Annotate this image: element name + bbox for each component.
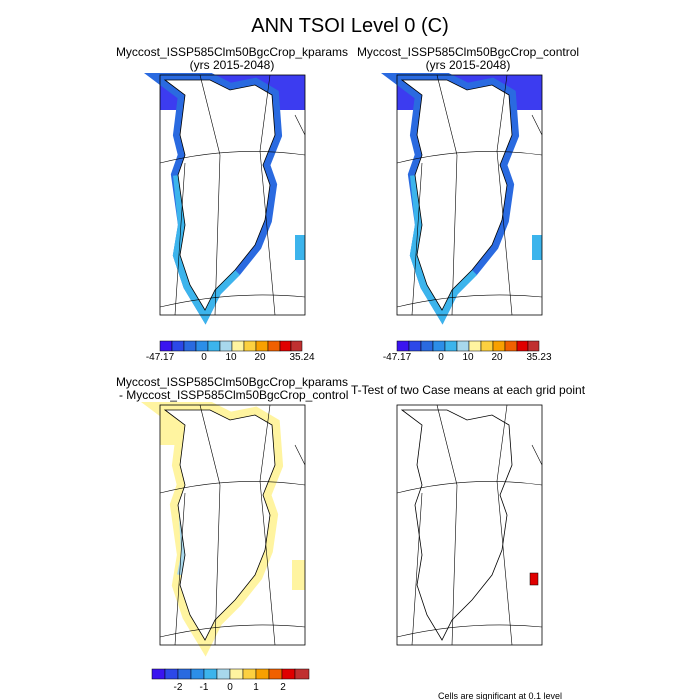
colorbar-label: 0 [438, 352, 444, 363]
colorbar-label: -1 [200, 682, 209, 693]
colorbar-label: -47.17 [146, 352, 175, 363]
colorbar [159, 340, 303, 352]
colorbar-label: 10 [225, 352, 237, 363]
colorbar-label: 20 [254, 352, 266, 363]
panel-title: Myccost_ISSP585Clm50BgcCrop_kparams [116, 45, 348, 59]
panel-subtitle: - Myccost_ISSP585Clm50BgcCrop_control [116, 388, 349, 402]
colorbar-label: 0 [201, 352, 207, 363]
colorbar-label: 0 [227, 682, 233, 693]
map [397, 75, 543, 325]
map [396, 404, 543, 646]
map [160, 405, 306, 645]
colorbar-label: 35.24 [289, 352, 314, 363]
note: Cells are significant at 0.1 level [438, 691, 562, 700]
colorbar-label: -2 [174, 682, 183, 693]
colorbar-label: 20 [491, 352, 503, 363]
panel-title: T-Test of two Case means at each grid po… [351, 383, 586, 397]
panel-title: Myccost_ISSP585Clm50BgcCrop_control [357, 45, 579, 59]
colorbar [151, 668, 310, 680]
panel-subtitle: (yrs 2015-2048) [190, 58, 275, 72]
colorbar-label: 35.23 [526, 352, 551, 363]
colorbar-label: -47.17 [383, 352, 412, 363]
panel-title: Myccost_ISSP585Clm50BgcCrop_kparams [116, 375, 348, 389]
panel-subtitle: (yrs 2015-2048) [426, 58, 511, 72]
main-title: ANN TSOI Level 0 (C) [251, 15, 448, 37]
map [160, 75, 306, 325]
colorbar-label: 2 [280, 682, 286, 693]
colorbar-label: 10 [462, 352, 474, 363]
colorbar [396, 340, 540, 352]
colorbar-label: 1 [253, 682, 259, 693]
